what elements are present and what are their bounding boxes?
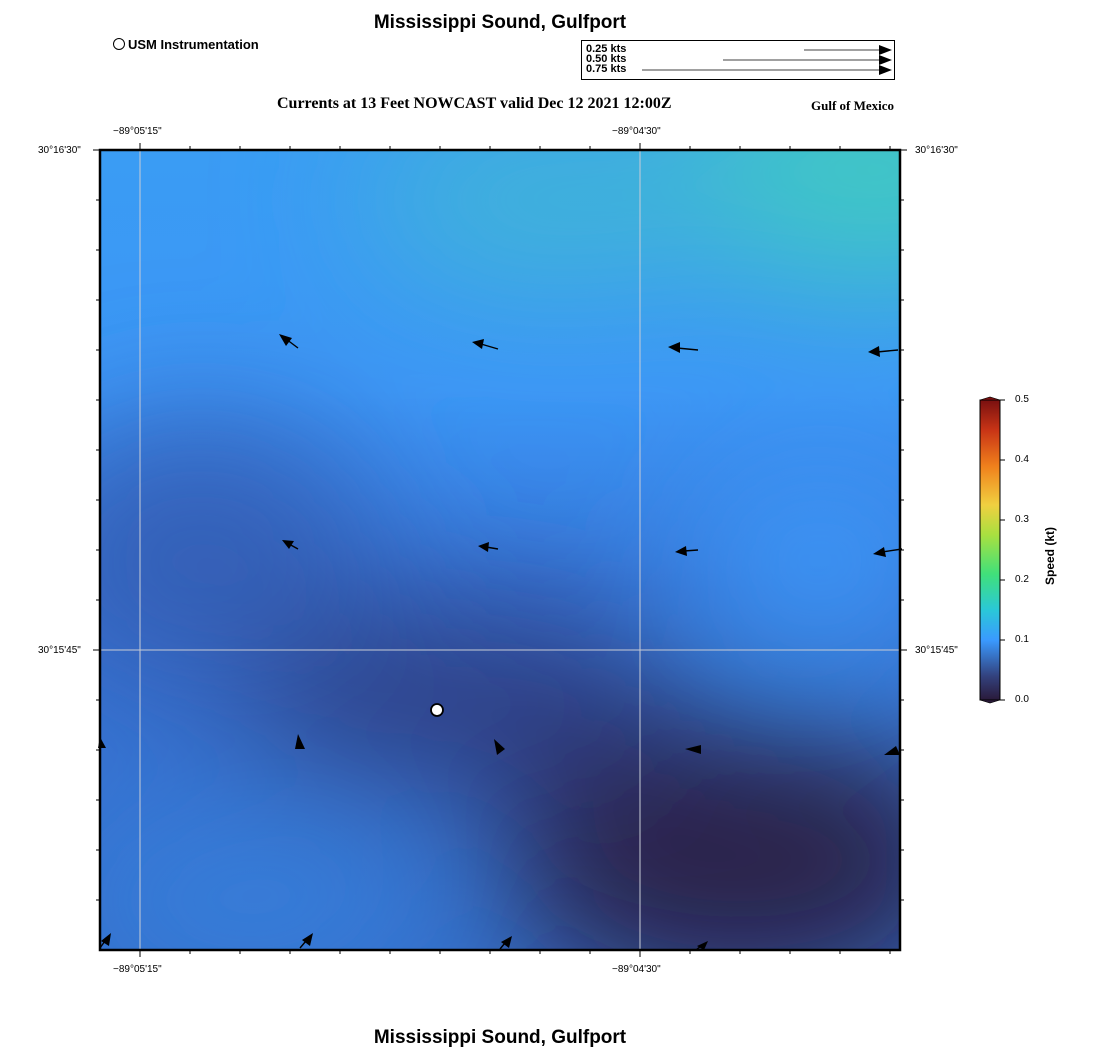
current-vector bbox=[478, 542, 499, 552]
lon-label-bottom-2: −89°04'30" bbox=[612, 964, 661, 975]
current-vector bbox=[295, 734, 305, 749]
colorbar-tick-label: 0.5 bbox=[1015, 394, 1029, 405]
current-vector bbox=[282, 540, 299, 550]
speed-field bbox=[100, 150, 900, 950]
current-vector bbox=[279, 334, 299, 349]
colorbar-tick-label: 0.1 bbox=[1015, 634, 1029, 645]
lon-label-top-1: −89°05'15" bbox=[113, 126, 162, 137]
colorbar-tick-label: 0.3 bbox=[1015, 514, 1029, 525]
scale-label-1: 0.25 kts bbox=[586, 43, 627, 55]
lat-label-left-2: 30°15'45" bbox=[38, 645, 81, 656]
colorbar-tick-label: 0.0 bbox=[1015, 694, 1029, 705]
vector-scale-legend: 0.25 kts 0.50 kts 0.75 kts bbox=[581, 40, 895, 80]
station-marker-icon bbox=[113, 38, 125, 50]
colorbar-tick-label: 0.4 bbox=[1015, 454, 1029, 465]
station-legend-label: USM Instrumentation bbox=[128, 37, 259, 52]
scale-arrows bbox=[642, 45, 892, 75]
lon-label-top-2: −89°04'30" bbox=[612, 126, 661, 137]
footer-title: Mississippi Sound, Gulfport bbox=[373, 1027, 627, 1048]
current-vector bbox=[884, 746, 900, 755]
current-vector bbox=[675, 546, 699, 556]
current-vector bbox=[873, 547, 903, 557]
current-vector bbox=[668, 342, 699, 353]
scale-label-2: 0.50 kts bbox=[586, 53, 627, 65]
current-vector bbox=[494, 739, 505, 755]
current-vector bbox=[685, 745, 701, 754]
map-subtitle: Currents at 13 Feet NOWCAST valid Dec 12… bbox=[277, 95, 672, 112]
lat-label-right-1: 30°16'30" bbox=[915, 145, 958, 156]
usm-station-marker[interactable] bbox=[430, 703, 444, 717]
current-vector bbox=[299, 933, 313, 949]
lat-label-right-2: 30°15'45" bbox=[915, 645, 958, 656]
region-label: Gulf of Mexico bbox=[811, 98, 895, 113]
lon-label-bottom-1: −89°05'15" bbox=[113, 964, 162, 975]
scale-label-3: 0.75 kts bbox=[586, 63, 627, 75]
map-gridlines bbox=[100, 150, 900, 950]
colorbar-axis-label: Speed (kt) bbox=[1043, 526, 1057, 585]
current-vector bbox=[472, 339, 499, 350]
map-ticks bbox=[93, 143, 907, 957]
speed-colorbar bbox=[979, 396, 1005, 704]
current-vectors bbox=[98, 334, 903, 951]
lat-label-left-1: 30°16'30" bbox=[38, 145, 81, 156]
page-title: Mississippi Sound, Gulfport bbox=[373, 12, 627, 33]
current-vector bbox=[868, 346, 899, 357]
current-vector bbox=[499, 936, 512, 950]
colorbar-tick-label: 0.2 bbox=[1015, 574, 1029, 585]
station-legend: USM Instrumentation bbox=[113, 37, 259, 52]
